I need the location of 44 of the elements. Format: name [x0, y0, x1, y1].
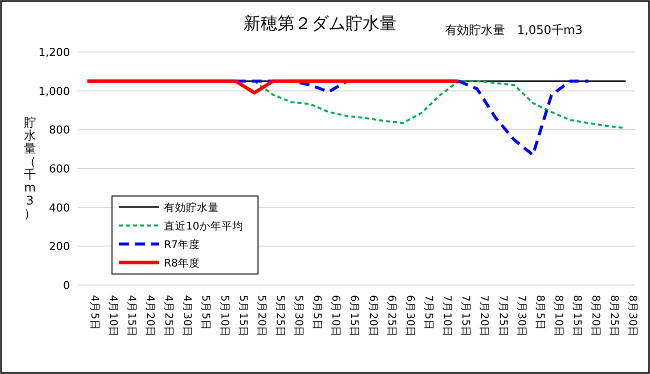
- x-tick-label: 4月30日: [181, 295, 194, 338]
- x-tick-label: 7月15日: [460, 295, 472, 338]
- x-tick-label: 5月25日: [274, 295, 286, 338]
- y-tick-label: 0: [63, 279, 70, 292]
- x-tick-label: 6月25日: [385, 295, 398, 338]
- x-tick-label: 7月20日: [478, 295, 490, 338]
- x-tick-label: 8月15日: [571, 295, 584, 338]
- y-tick-label: 200: [49, 240, 70, 254]
- legend-label: R7年度: [164, 238, 200, 251]
- x-tick-label: 7月25日: [496, 295, 509, 338]
- legend-label: R8年度: [164, 256, 200, 270]
- x-tick-label: 7月10日: [441, 295, 454, 338]
- x-tick-label: 5月20日: [255, 295, 268, 338]
- y-tick-label: 800: [49, 124, 70, 137]
- x-tick-label: 4月20日: [144, 295, 156, 338]
- x-tick-label: 5月5日: [200, 295, 212, 330]
- legend-label: 直近10か年平均: [164, 220, 244, 232]
- x-tick-label: 4月15日: [125, 295, 138, 338]
- y-tick-label: 600: [49, 162, 70, 176]
- x-tick-label: 5月10日: [218, 295, 230, 338]
- x-tick-label: 8月20日: [590, 295, 602, 338]
- y-tick-label: 1,200: [38, 46, 70, 59]
- x-tick-label: 4月25日: [162, 295, 175, 338]
- x-tick-label: 6月5日: [311, 295, 324, 330]
- x-tick-label: 7月5日: [422, 295, 434, 330]
- x-tick-label: 8月5日: [534, 295, 546, 330]
- x-tick-label: 8月25日: [608, 295, 620, 338]
- x-tick-label: 8月10日: [552, 295, 564, 338]
- legend-label: 有効貯水量: [164, 201, 219, 214]
- x-tick-label: 4月10日: [106, 295, 119, 338]
- x-tick-label: 6月30日: [404, 295, 416, 338]
- x-tick-label: 8月30日: [626, 295, 639, 338]
- y-tick-label: 1,000: [38, 84, 70, 98]
- x-tick-label: 5月30日: [292, 295, 305, 338]
- x-tick-label: 6月15日: [348, 295, 360, 338]
- y-axis-title: 貯水量（千m3）: [24, 116, 36, 220]
- x-tick-label: 7月30日: [515, 295, 528, 338]
- x-tick-label: 4月5日: [88, 295, 100, 330]
- x-tick-label: 5月15日: [236, 295, 249, 338]
- chart-subtitle: 有効貯水量 1,050千m3: [445, 23, 583, 37]
- x-tick-label: 6月20日: [366, 295, 379, 338]
- x-tick-label: 6月10日: [330, 295, 342, 338]
- y-tick-label: 400: [49, 201, 70, 214]
- chart-title: 新穂第２ダム貯水量: [244, 14, 396, 34]
